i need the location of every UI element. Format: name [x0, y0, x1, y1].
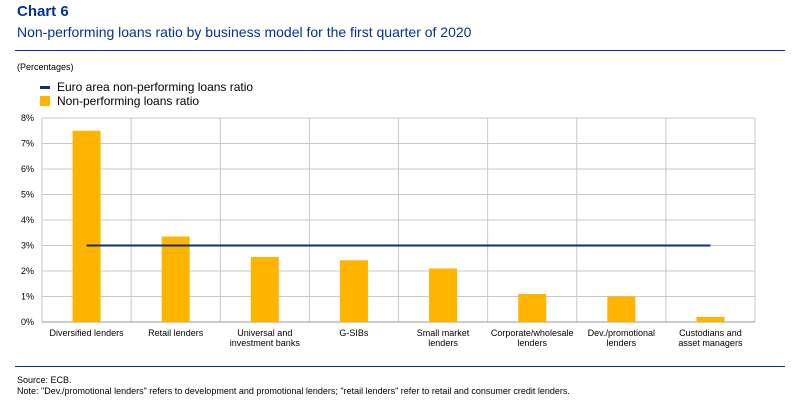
chart-title: Non-performing loans ratio by business m… — [17, 24, 472, 40]
legend-bar-swatch — [40, 96, 50, 106]
bar — [429, 268, 458, 322]
bar — [339, 260, 368, 322]
y-tick-label: 0% — [21, 317, 34, 327]
bar — [696, 316, 725, 322]
x-tick-label: Dev./promotional — [588, 328, 655, 338]
bar — [72, 130, 101, 322]
source-note: Source: ECB. — [17, 375, 72, 385]
legend-item-line: Euro area non-performing loans ratio — [40, 80, 253, 94]
title-divider — [15, 50, 785, 51]
y-tick-label: 6% — [21, 164, 34, 174]
x-tick-label: G-SIBs — [339, 328, 369, 338]
x-tick-label: asset managers — [678, 338, 743, 348]
bar — [250, 256, 279, 322]
x-tick-label: Corporate/wholesale — [491, 328, 574, 338]
y-tick-label: 8% — [21, 113, 34, 123]
legend-item-bar: Non-performing loans ratio — [40, 94, 253, 108]
footer-divider — [15, 366, 785, 367]
y-tick-label: 1% — [21, 292, 34, 302]
bar — [607, 296, 636, 322]
legend-line-label: Euro area non-performing loans ratio — [57, 80, 254, 94]
x-tick-label: Retail lenders — [148, 328, 204, 338]
legend: Euro area non-performing loans ratio Non… — [40, 80, 253, 108]
x-tick-label: Diversified lenders — [50, 328, 125, 338]
x-tick-label: lenders — [517, 338, 547, 348]
x-tick-label: lenders — [428, 338, 458, 348]
bar — [518, 293, 547, 322]
y-tick-label: 7% — [21, 139, 34, 149]
legend-line-swatch — [40, 85, 50, 89]
chart-number: Chart 6 — [17, 3, 69, 20]
legend-bar-label: Non-performing loans ratio — [57, 94, 200, 108]
x-tick-label: Small market — [417, 328, 470, 338]
y-tick-label: 3% — [21, 241, 34, 251]
y-tick-label: 4% — [21, 215, 34, 225]
x-tick-label: investment banks — [230, 338, 301, 348]
bar — [161, 236, 190, 322]
unit-label: (Percentages) — [17, 62, 74, 72]
y-tick-label: 5% — [21, 190, 34, 200]
x-tick-label: Custodians and — [679, 328, 742, 338]
y-tick-label: 2% — [21, 266, 34, 276]
x-tick-label: Universal and — [237, 328, 292, 338]
x-tick-label: lenders — [607, 338, 637, 348]
footnote: Note: "Dev./promotional lenders" refers … — [17, 386, 570, 396]
